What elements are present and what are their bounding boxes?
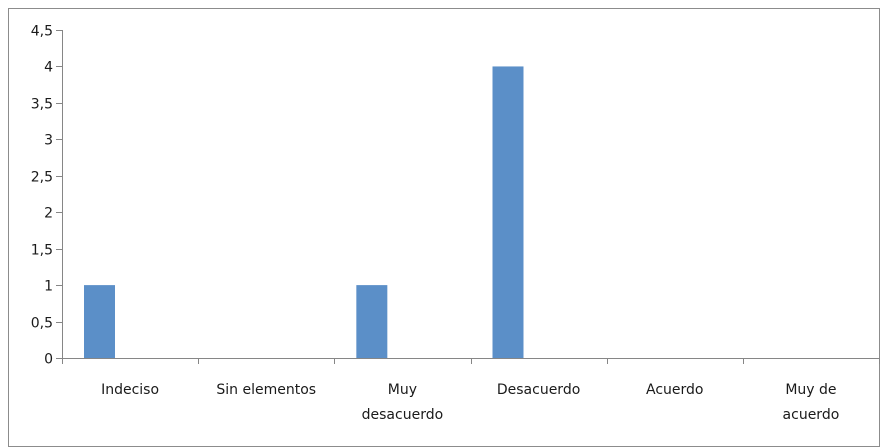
x-axis: Indeciso Sin elementos Muy desacuerdo Desacu… — [62, 358, 880, 423]
bar — [356, 285, 388, 358]
x-tick-label: Muy desacuerdo — [362, 382, 444, 423]
y-tick-label: 4,5 — [31, 24, 53, 40]
y-tick-label: 1,5 — [31, 243, 53, 259]
y-tick-label: 3 — [44, 133, 53, 149]
chart-border — [8, 8, 880, 447]
y-tick-label: 3,5 — [31, 97, 53, 113]
bar — [492, 66, 524, 358]
y-tick-label: 2,5 — [31, 170, 53, 186]
x-tick-label: Acuerdo — [646, 382, 703, 398]
bar — [84, 285, 115, 358]
x-tick-label: Indeciso — [101, 382, 159, 398]
y-tick-label: 1 — [44, 279, 53, 295]
x-tick-label: Sin elementos — [216, 382, 316, 398]
y-tick-label: 2 — [44, 206, 53, 222]
y-axis: 0 0,5 1 1,5 2 2,5 3 3,5 4 4,5 — [31, 24, 63, 368]
y-tick-label: 0,5 — [31, 316, 53, 332]
bars — [84, 66, 524, 358]
x-tick-label: Desacuerdo — [497, 382, 580, 398]
x-tick-label: Muy de acuerdo — [783, 382, 840, 423]
y-tick-label: 0 — [44, 352, 53, 368]
y-tick-label: 4 — [44, 60, 53, 76]
